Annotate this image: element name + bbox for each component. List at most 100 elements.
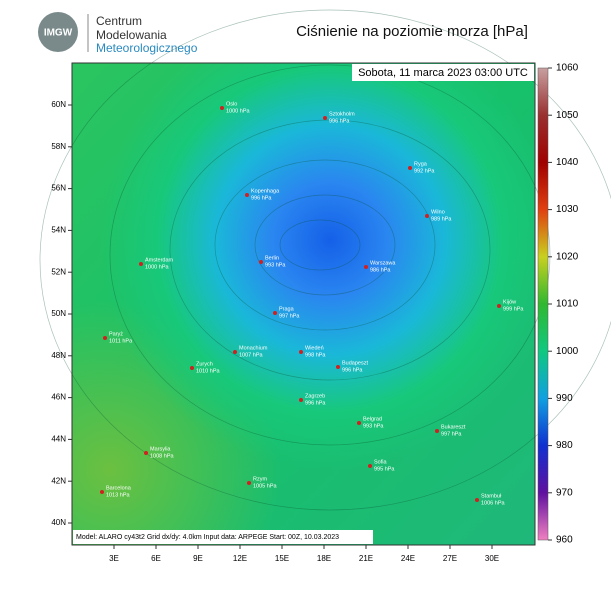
city-pressure: 986 hPa [370,267,391,273]
logo: IMGW Centrum Modelowania Meteorologiczne… [38,12,198,55]
colorbar-label: 1010 [556,299,579,310]
colorbar-label: 960 [556,535,573,546]
city-pressure: 1000 hPa [226,108,250,114]
city-marker [245,193,249,197]
city-name: Amsterdam [145,257,174,263]
title: Ciśnienie na poziomie morza [hPa] [296,23,528,40]
city-marker [190,366,194,370]
city-marker [100,490,104,494]
colorbar-label: 980 [556,440,573,451]
city-name: Budapeszt [342,360,368,366]
lon-label: 18E [317,554,331,563]
city-name: Warszawa [370,260,396,266]
city-marker [364,265,368,269]
city-pressure: 996 hPa [251,195,272,201]
city-name: Marsylia [150,446,171,452]
city-name: Kopenhaga [251,188,280,194]
city-marker [425,214,429,218]
lon-label: 9E [193,554,203,563]
colorbar [537,67,549,541]
city-pressure: 993 hPa [265,262,286,268]
city-marker [475,498,479,502]
lat-label: 44N [51,435,66,444]
city-pressure: 995 hPa [374,466,395,472]
colorbar-label: 1040 [556,157,579,168]
city-name: Paryż [109,331,123,337]
city-pressure: 1013 hPa [106,492,130,498]
lon-label: 12E [233,554,247,563]
city-marker [368,464,372,468]
city-pressure: 1005 hPa [253,483,277,489]
city-name: Rzym [253,476,267,482]
org-line: Modelowania [96,28,167,42]
city-name: Wilno [431,209,445,215]
city-name: Sztokholm [329,111,355,117]
city-name: Bukareszt [441,424,466,430]
lon-label: 6E [151,554,161,563]
city-name: Barcelona [106,485,132,491]
city-marker [233,350,237,354]
city-marker [103,336,107,340]
lon-label: 30E [485,554,499,563]
city-marker [357,421,361,425]
colorbar-label: 1030 [556,204,579,215]
lon-label: 3E [109,554,119,563]
city-pressure: 1000 hPa [145,264,169,270]
city-pressure: 1007 hPa [239,352,263,358]
city-marker [139,262,143,266]
city-name: Berlin [265,255,279,261]
city-marker [497,304,501,308]
city-pressure: 989 hPa [431,216,452,222]
lat-label: 58N [51,142,66,151]
city-marker [299,350,303,354]
city-marker [259,260,263,264]
city-name: Praga [279,306,295,312]
city-name: Belgrad [363,416,382,422]
lat-label: 40N [51,518,66,527]
lat-label: 50N [51,309,66,318]
city-pressure: 996 hPa [305,400,326,406]
city-name: Stambuł [481,493,502,499]
lat-label: 56N [51,184,66,193]
lon-label: 21E [359,554,373,563]
city-marker [336,365,340,369]
colorbar-label: 1000 [556,346,579,357]
city-marker [323,116,327,120]
city-name: Oslo [226,101,237,107]
city-name: Wiedeń [305,345,324,351]
city-pressure: 997 hPa [279,313,300,319]
city-marker [220,106,224,110]
city-marker [435,429,439,433]
city-marker [408,166,412,170]
city-marker [273,311,277,315]
valid-time: Sobota, 11 marca 2023 03:00 UTC [358,67,528,79]
lat-label: 52N [51,267,66,276]
city-marker [144,451,148,455]
colorbar-label: 1060 [556,63,579,74]
city-pressure: 1008 hPa [150,453,174,459]
city-pressure: 992 hPa [414,168,435,174]
city-name: Monachium [239,345,268,351]
lat-label: 46N [51,393,66,402]
city-pressure: 1011 hPa [109,338,133,344]
city-pressure: 1006 hPa [481,500,505,506]
org-line: Meteorologicznego [96,41,198,55]
footer: Model: ALARO cy43t2 Grid dx/dy: 4.0km In… [76,534,339,541]
city-pressure: 993 hPa [363,423,384,429]
org-line: Centrum [96,14,142,28]
lat-label: 48N [51,351,66,360]
lon-label: 27E [443,554,457,563]
logo-text: IMGW [44,28,73,39]
city-pressure: 997 hPa [441,431,462,437]
city-pressure: 998 hPa [305,352,326,358]
city-name: Ryga [414,161,428,167]
city-marker [299,398,303,402]
colorbar-label: 1050 [556,110,579,121]
lon-label: 15E [275,554,289,563]
city-name: Zagrzeb [305,393,325,399]
lat-label: 42N [51,476,66,485]
lat-label: 54N [51,226,66,235]
city-pressure: 1010 hPa [196,368,220,374]
colorbar-label: 990 [556,393,573,404]
